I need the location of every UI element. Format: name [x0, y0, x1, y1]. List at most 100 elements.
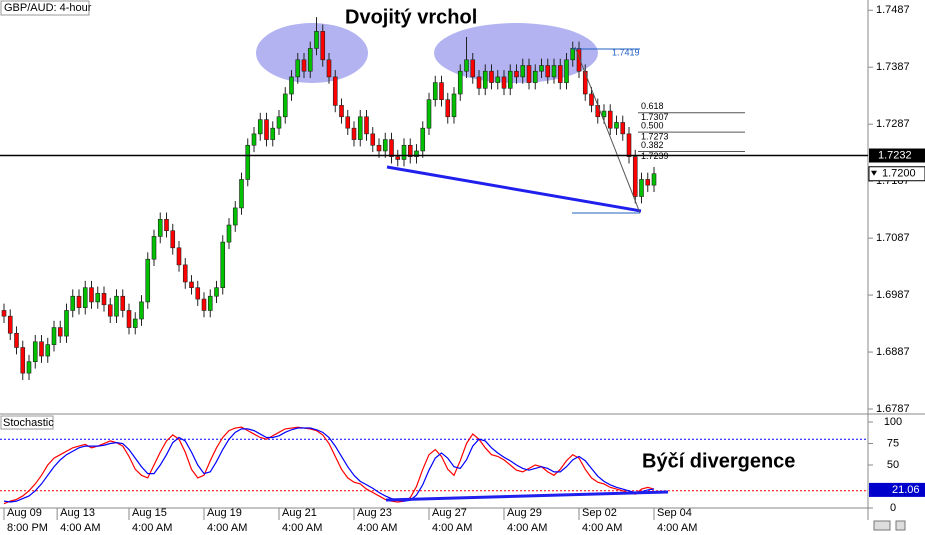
x-tick-sublabel: 4:00 AM: [507, 522, 547, 534]
candle-body: [489, 70, 494, 83]
candle-body: [457, 70, 463, 95]
candle-body: [495, 76, 501, 83]
candle-body: [357, 116, 363, 140]
candle-body: [20, 347, 26, 374]
candle-body: [176, 247, 182, 266]
candle-body: [220, 241, 226, 288]
candle-body: [501, 76, 507, 89]
x-tick-label: Aug 21: [282, 507, 317, 519]
x-tick-sublabel: 4:00 AM: [60, 522, 100, 534]
y-tick-label: 50: [887, 459, 899, 471]
candle-body: [432, 82, 438, 100]
x-tick-sublabel: 8:00 PM: [7, 522, 48, 534]
candle-body: [382, 139, 388, 152]
candle-body: [426, 99, 432, 129]
fib-price: 1.7273: [641, 132, 669, 142]
candle-body: [114, 295, 119, 317]
x-tick-sublabel: 4:00 AM: [207, 522, 247, 534]
scroll-icon[interactable]: [873, 520, 891, 531]
candle-body: [45, 344, 51, 357]
candle-body: [532, 70, 538, 83]
candle-body: [345, 116, 351, 129]
candle-body: [570, 48, 576, 61]
candle-body: [307, 48, 313, 72]
candle-body: [1, 310, 7, 317]
candle-body: [639, 179, 644, 197]
zoom-icon[interactable]: [895, 520, 906, 531]
price-box: [869, 148, 925, 163]
trend-line: [386, 165, 642, 213]
candle-body: [301, 59, 307, 72]
last-price-box: [868, 166, 925, 182]
candle-body: [157, 219, 163, 237]
x-tick-label: Sep 02: [582, 507, 617, 519]
candle-body: [482, 70, 488, 89]
candle-body: [201, 298, 207, 311]
candle-body: [389, 139, 394, 157]
candle-body: [507, 70, 513, 89]
candle-body: [257, 119, 263, 135]
candle-body: [576, 48, 582, 72]
candle-body: [51, 327, 57, 345]
candle-body: [545, 65, 551, 78]
candle-body: [195, 287, 201, 300]
candle-body: [276, 116, 282, 129]
candle-body: [151, 236, 157, 260]
candle-body: [245, 144, 251, 180]
y-tick-label: 1.6787: [876, 403, 910, 415]
candle-body: [107, 304, 113, 317]
last-price-label: 1.7200: [882, 168, 916, 180]
candle-body: [445, 99, 451, 118]
candle-body: [126, 310, 132, 328]
x-tick-sublabel: 4:00 AM: [282, 522, 322, 534]
candle-body: [289, 76, 294, 95]
candle-body: [464, 59, 469, 72]
candle-body: [164, 219, 169, 232]
y-tick-label: 1.7387: [876, 61, 910, 73]
candle-body: [264, 119, 269, 140]
candle-body: [439, 82, 444, 100]
candle-body: [620, 122, 626, 135]
candle-body: [170, 230, 176, 249]
annotation: Dvojitý vrchol: [345, 6, 477, 28]
candle-body: [95, 293, 101, 303]
y-tick-label: 1.6987: [876, 289, 910, 301]
title-box: [0, 0, 90, 16]
candle-body: [645, 179, 651, 186]
candle-body: [326, 59, 332, 78]
candle-body: [7, 315, 13, 334]
fib-price: 1.7307: [641, 112, 669, 122]
candle-body: [120, 295, 126, 311]
candle-body: [601, 110, 607, 118]
x-tick-label: Aug 09: [7, 507, 42, 519]
candle-body: [295, 59, 301, 78]
y-tick-label: 1.7087: [876, 232, 910, 244]
x-tick-label: Aug 29: [507, 507, 542, 519]
chart-title: GBP/AUD: 4-hour: [4, 2, 92, 14]
x-tick-sublabel: 4:00 AM: [432, 522, 472, 534]
value-box: [869, 482, 925, 497]
candle-body: [251, 133, 257, 146]
x-tick-label: Aug 15: [132, 507, 167, 519]
stochastic-line: [3, 426, 655, 505]
candle-body: [407, 144, 413, 157]
plot-layer: 1.67871.68871.69871.70871.71871.72871.73…: [0, 4, 910, 534]
last-price-arrow: [871, 170, 877, 176]
x-tick-sublabel: 4:00 AM: [582, 522, 622, 534]
y-tick-label: 1.6887: [876, 346, 910, 358]
candle-body: [39, 341, 44, 357]
candle-body: [632, 156, 638, 197]
fib-price: 1.7239: [641, 151, 669, 161]
x-tick-label: Aug 27: [432, 507, 467, 519]
stochastic-line: [3, 427, 655, 503]
y-tick-label: 0: [890, 502, 896, 514]
candle-body: [514, 70, 519, 78]
price-box-label: 1.7232: [878, 149, 912, 161]
panel-title: Stochastic: [3, 417, 54, 429]
candle-body: [582, 70, 588, 95]
candle-body: [539, 65, 544, 72]
x-tick-label: Aug 23: [357, 507, 392, 519]
candle-body: [139, 301, 144, 320]
candle-body: [207, 295, 213, 311]
fib-ratio: 0.500: [641, 121, 664, 131]
